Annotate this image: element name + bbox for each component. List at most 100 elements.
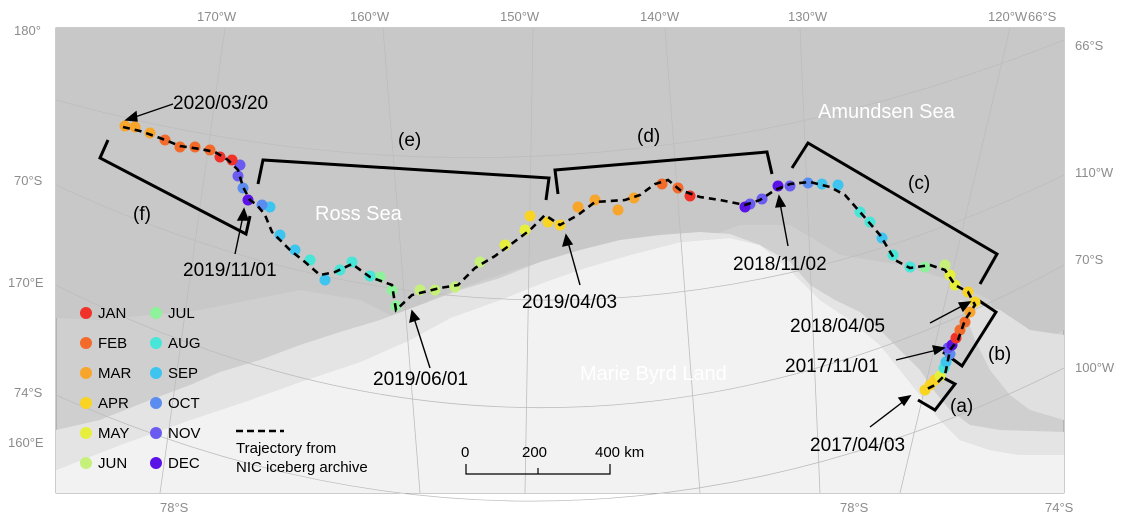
legend-marker-jul	[150, 307, 162, 319]
grid-label-left-70s: 70°S	[14, 173, 43, 188]
bracket-e	[256, 158, 551, 201]
legend-label-jul: JUL	[168, 305, 195, 322]
graticule	[55, 27, 1065, 502]
segment-brackets	[98, 139, 1000, 412]
date-arrows	[124, 103, 972, 428]
track-point	[784, 180, 796, 192]
track-point	[319, 274, 331, 286]
legend-marker-oct	[150, 397, 162, 409]
grid-label-top-120w: 120°W	[988, 9, 1028, 24]
track-point	[959, 316, 971, 328]
legend-marker-may	[80, 427, 92, 439]
grid-label-left-74s: 74°S	[14, 385, 43, 400]
track-point	[816, 178, 828, 190]
track-point	[832, 179, 844, 191]
scale-label-0: 0	[461, 444, 469, 461]
segment-label-a: (a)	[950, 396, 973, 417]
legend-label-jun: JUN	[98, 455, 127, 472]
legend-label-may: MAY	[98, 425, 129, 442]
legend-marker-sep	[150, 367, 162, 379]
grid-label-top-160w: 160°W	[350, 9, 390, 24]
trajectory-line	[122, 125, 977, 392]
track-point	[656, 178, 668, 190]
bracket-f	[98, 139, 252, 237]
date-label-2017-04-03: 2017/04/03	[810, 435, 905, 456]
track-point	[524, 210, 536, 222]
grid-label-left-170e: 170°E	[8, 275, 44, 290]
scale-bar	[465, 464, 611, 475]
track-point	[144, 127, 156, 139]
legend-marker-apr	[80, 397, 92, 409]
segment-label-f: (f)	[133, 204, 151, 225]
grid-label-right-100w: 100°W	[1075, 360, 1115, 375]
bracket-c	[790, 140, 1000, 285]
legend-label-dec: DEC	[168, 455, 200, 472]
track-point	[628, 192, 640, 204]
legend-label-jan: JAN	[98, 305, 126, 322]
segment-label-e: (e)	[398, 130, 421, 151]
legend-marker-jun	[80, 457, 92, 469]
track-point	[159, 134, 171, 146]
scale-label-200: 200	[522, 444, 547, 461]
track-point	[969, 296, 981, 308]
grid-label-right-110w: 110°W	[1075, 165, 1114, 180]
grid-label-top-140w: 140°W	[640, 9, 680, 24]
date-label-2020-03-20: 2020/03/20	[173, 93, 268, 114]
legend-marker-nov	[150, 427, 162, 439]
track-point	[119, 120, 131, 132]
segment-label-d: (d)	[637, 126, 660, 147]
grid-label-right-70s: 70°S	[1075, 252, 1104, 267]
legend-label-apr: APR	[98, 395, 129, 412]
grid-label-bottom-78s-left: 78°S	[160, 500, 189, 515]
segment-label-c: (c)	[908, 173, 930, 194]
label-amundsen-sea: Amundsen Sea	[818, 101, 956, 123]
grid-label-bottom-78s-right: 78°S	[840, 500, 869, 515]
legend-label-aug: AUG	[168, 335, 201, 352]
scale-label-400: 400 km	[595, 444, 644, 461]
date-label-2017-11-01: 2017/11/01	[785, 356, 879, 377]
grid-label-top-left: 180°	[14, 23, 41, 38]
segment-label-b: (b)	[988, 344, 1011, 365]
legend-label-mar: MAR	[98, 365, 132, 382]
date-label-2019-11-01: 2019/11/01	[183, 260, 277, 281]
track-point	[386, 284, 398, 296]
grid-label-bottom-74s: 74°S	[1045, 500, 1074, 515]
legend-marker-dec	[150, 457, 162, 469]
date-label-2019-04-03: 2019/04/03	[522, 292, 617, 313]
grid-label-top-170w: 170°W	[197, 9, 237, 24]
track-point	[242, 194, 254, 206]
track-point	[289, 244, 301, 256]
legend-label-feb: FEB	[98, 335, 127, 352]
legend-trajectory-label-1: Trajectory from	[236, 440, 336, 457]
track-point	[572, 201, 584, 213]
bracket-d	[553, 150, 774, 195]
ice-shelf	[56, 232, 1064, 470]
legend-marker-mar	[80, 367, 92, 379]
track-point	[519, 224, 531, 236]
label-marie-byrd-land: Marie Byrd Land	[580, 363, 727, 385]
grid-label-left-160e: 160°E	[8, 435, 44, 450]
grid-label-right-66s: 66°S	[1075, 38, 1104, 53]
date-label-2018-04-05: 2018/04/05	[790, 316, 885, 337]
legend-label-sep: SEP	[168, 365, 198, 382]
grid-label-top-130w: 130°W	[788, 9, 828, 24]
grid-label-top-66s: 66°S	[1028, 9, 1057, 24]
track-point	[802, 177, 814, 189]
label-ross-sea: Ross Sea	[315, 203, 403, 225]
bracket-a	[917, 373, 958, 412]
legend-marker-aug	[150, 337, 162, 349]
legend-marker-jan	[80, 307, 92, 319]
legend-label-nov: NOV	[168, 425, 201, 442]
month-legend: JAN FEB MAR APR MAY JUN JUL AUG SEP OCT NOV DEC	[80, 305, 201, 472]
legend-trajectory-label-2: NIC iceberg archive	[236, 459, 368, 476]
track-point	[612, 204, 624, 216]
date-label-2019-06-01: 2019/06/01	[373, 369, 468, 390]
date-label-2018-11-02: 2018/11/02	[733, 254, 827, 275]
legend-marker-feb	[80, 337, 92, 349]
track-point	[256, 199, 268, 211]
ocean	[56, 28, 1064, 360]
bracket-b	[942, 298, 999, 369]
legend-label-oct: OCT	[168, 395, 200, 412]
grid-label-top-150w: 150°W	[500, 9, 540, 24]
